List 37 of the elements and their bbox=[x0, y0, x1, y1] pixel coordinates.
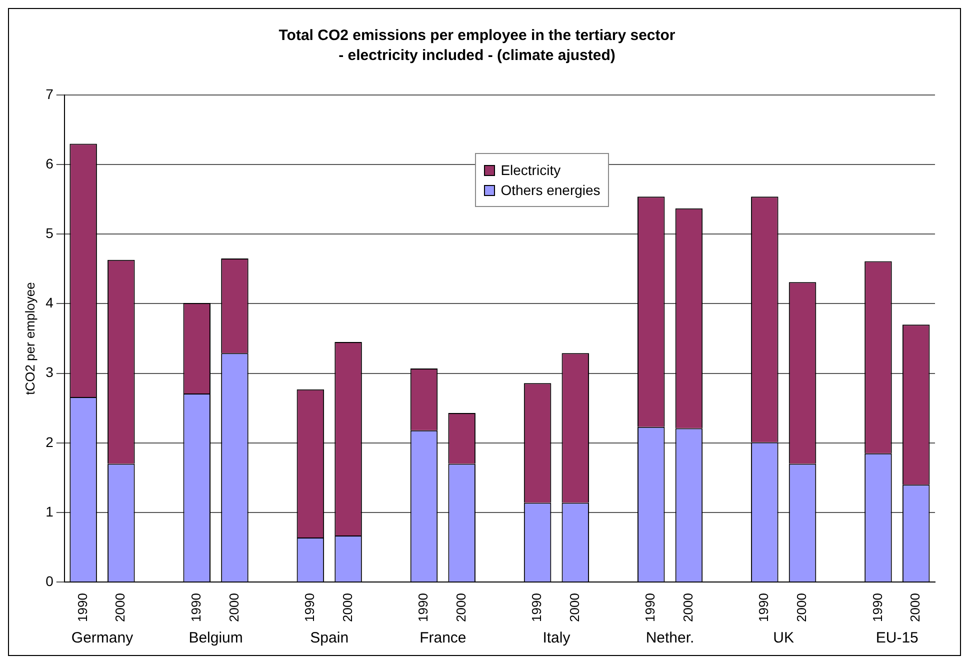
text: Nether. bbox=[646, 630, 694, 647]
x-tick-label: 1990 bbox=[188, 593, 204, 622]
x-tick-label: 2000 bbox=[680, 593, 696, 622]
legend-label: Others energies bbox=[500, 182, 600, 198]
y-tick-label: 7 bbox=[46, 86, 54, 102]
y-axis-title: tCO2 per employee bbox=[22, 282, 38, 395]
x-tick-label: 2000 bbox=[112, 593, 128, 622]
x-tick-label: 1990 bbox=[642, 593, 658, 622]
x-tick-label: 2000 bbox=[453, 593, 468, 622]
x-tick-label: 1990 bbox=[416, 593, 431, 622]
x-tick-label: 2000 bbox=[794, 593, 810, 622]
x-tick-label: 1990 bbox=[74, 593, 90, 622]
text: Germany bbox=[71, 630, 134, 647]
y-tick-label: 6 bbox=[46, 155, 54, 172]
text: EU-15 bbox=[876, 630, 918, 647]
y-tick-label: 2 bbox=[46, 434, 54, 450]
y-tick-label: 5 bbox=[46, 225, 54, 242]
x-tick-label: 1990 bbox=[302, 593, 318, 622]
y-tick-label: 3 bbox=[46, 364, 54, 380]
x-tick-label: 2000 bbox=[566, 593, 582, 622]
x-tick-label: 2000 bbox=[908, 593, 923, 622]
text: Italy bbox=[542, 630, 571, 647]
text: Spain bbox=[310, 630, 349, 647]
chart-title: Total CO2 emissions per employee in the tertiary sector bbox=[278, 27, 676, 44]
x-tick-label: 1990 bbox=[756, 593, 772, 622]
y-tick-label: 4 bbox=[46, 294, 54, 311]
y-tick-label: 1 bbox=[46, 503, 54, 520]
x-tick-label: 2000 bbox=[226, 593, 242, 622]
y-tick-label: 0 bbox=[46, 572, 54, 589]
legend-label: Electricity bbox=[500, 162, 561, 178]
text: UK bbox=[773, 630, 794, 647]
x-tick-label: 2000 bbox=[340, 593, 355, 622]
chart-subtitle: - electricity included - (climate ajusted) bbox=[338, 47, 616, 64]
x-tick-label: 1990 bbox=[870, 593, 885, 622]
text: France bbox=[420, 630, 466, 647]
x-tick-label: 1990 bbox=[529, 593, 544, 622]
text: Belgium bbox=[188, 630, 243, 647]
